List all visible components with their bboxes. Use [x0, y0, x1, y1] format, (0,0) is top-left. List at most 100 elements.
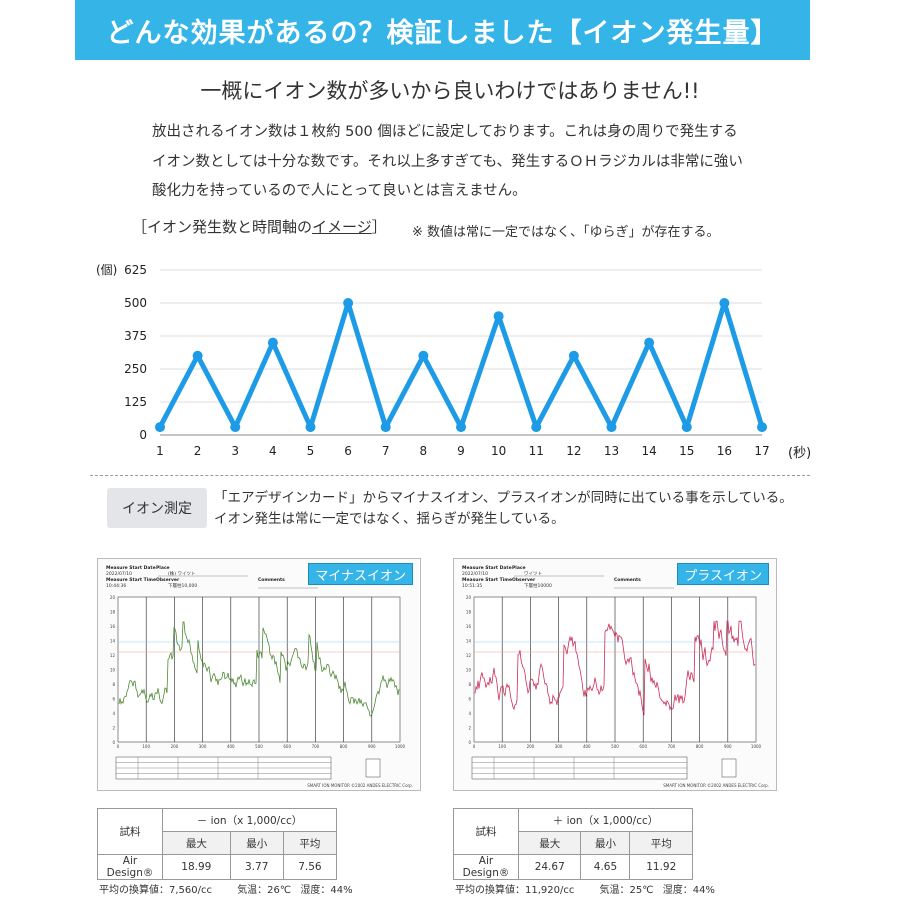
- measurement-line: イオン発生は常に一定ではなく、揺らぎが発生している。: [214, 511, 565, 527]
- report-header-value: 10:44:36: [106, 583, 126, 589]
- report-y-tick: 0: [468, 740, 471, 745]
- table-value-avg: 11.92: [629, 854, 693, 880]
- x-tick-label: 15: [679, 444, 694, 458]
- report-header-value: 10:51:35: [462, 583, 482, 589]
- table-row-label: 試料: [453, 808, 519, 855]
- caption-close: ］: [371, 218, 387, 236]
- plus-ion-report: Measure Start Date Place Measure Start Tim…: [453, 558, 777, 791]
- report-label: プラスイオン: [677, 563, 769, 585]
- report-trace: [474, 620, 756, 716]
- report-x-tick: 800: [696, 744, 704, 749]
- y-tick-label: 375: [124, 329, 147, 343]
- x-tick-label: 11: [529, 444, 544, 458]
- table-col-min: 最小: [580, 831, 631, 855]
- x-tick-label: 1: [156, 444, 164, 458]
- report-y-tick: 12: [466, 653, 472, 658]
- data-point: [305, 422, 316, 433]
- footnote-avg: 平均の換算値：7,560/cc: [99, 885, 212, 896]
- report-y-tick: 16: [110, 624, 116, 629]
- data-point: [493, 311, 504, 322]
- data-point: [568, 350, 579, 361]
- report-y-tick: 0: [112, 740, 115, 745]
- measurement-tag: イオン測定: [107, 488, 207, 528]
- series-line: [157, 300, 765, 430]
- x-tick-label: 5: [307, 444, 315, 458]
- chart-note: ※ 数値は常に一定ではなく、「ゆらぎ」が存在する。: [412, 225, 720, 240]
- caption-open: ［イオン発生数と時間軸の: [132, 218, 313, 236]
- table-value-avg: 7.56: [282, 854, 338, 880]
- measurement-line: 「エアデザインカード」からマイナスイオン、プラスイオンが同時に出ている事を示して…: [214, 490, 793, 506]
- table-col-max: 最大: [517, 831, 582, 855]
- page-subheading: 一概にイオン数が多いから良いわけではありません!!: [200, 79, 700, 103]
- table-sample: Air Design®: [97, 854, 163, 880]
- data-point: [155, 422, 165, 433]
- y-tick-label: 625: [124, 263, 147, 277]
- report-header-value: 2022/07/10: [462, 571, 488, 577]
- description-line: イオン数としては十分な数です。それ以上多すぎても、発生するＯＨラジカルは非常に強…: [152, 153, 743, 170]
- description-paragraph: 放出されるイオン数は１枚約 500 個ほどに設定しております。これは身の周りで発…: [152, 118, 812, 207]
- footnote-temp: 気温：25℃: [599, 885, 654, 896]
- plus-ion-footnote: 平均の換算値：11,920/cc 気温：25℃ 湿度：44%: [455, 881, 715, 896]
- report-footer: SMART ION MONITOR ©2002 ANDES ELECTRIC C…: [663, 783, 769, 788]
- data-point: [606, 422, 617, 433]
- report-x-tick: 100: [498, 744, 506, 749]
- report-trace: [118, 621, 400, 717]
- report-y-tick: 16: [466, 624, 472, 629]
- table-value-min: 4.65: [580, 854, 631, 880]
- report-x-tick: 1000: [751, 744, 762, 749]
- data-point: [531, 422, 542, 433]
- chart-caption: ［イオン発生数と時間軸のイメージ］: [132, 216, 387, 237]
- banner-title: どんな効果があるの？検証しました【イオン発生量】: [106, 17, 779, 49]
- data-point: [418, 350, 429, 361]
- x-tick-label: 17: [754, 444, 769, 458]
- report-x-tick: 800: [340, 744, 348, 749]
- plus-ion-stats-table: 試料 ＋ ion（x 1,000/cc） 最大 最小 平均 Air Design…: [453, 808, 693, 880]
- table-group-header: － ion（x 1,000/cc）: [162, 808, 337, 832]
- y-tick-label: 0: [139, 428, 147, 442]
- report-header-value: 下層柱10,000: [168, 582, 197, 589]
- table-value-min: 3.77: [229, 854, 284, 880]
- page-banner: どんな効果があるの？検証しました【イオン発生量】: [75, 0, 810, 60]
- table-col-avg: 平均: [282, 831, 338, 855]
- y-tick-label: 125: [124, 395, 147, 409]
- data-point: [644, 337, 655, 348]
- description-line: 放出されるイオン数は１枚約 500 個ほどに設定しております。これは身の周りで発…: [152, 124, 738, 140]
- section-divider: [90, 475, 810, 476]
- x-tick-label: 12: [566, 444, 581, 458]
- report-x-tick: 600: [639, 744, 647, 749]
- report-x-tick: 1000: [395, 744, 406, 749]
- report-header-field: Comments: [258, 577, 285, 583]
- y-axis-unit: (個): [96, 263, 117, 277]
- data-point: [192, 350, 203, 361]
- report-x-tick: 400: [583, 744, 591, 749]
- report-header-value: 2022/07/10: [106, 571, 132, 577]
- data-point: [230, 422, 241, 433]
- table-value-max: 24.67: [517, 854, 582, 880]
- report-x-tick: 0: [473, 744, 476, 749]
- report-y-tick: 20: [110, 595, 116, 600]
- report-x-tick: 900: [368, 744, 376, 749]
- report-x-tick: 0: [117, 744, 120, 749]
- report-header-field: Observer: [512, 577, 536, 583]
- x-tick-label: 13: [604, 444, 619, 458]
- report-header-field: Place: [512, 565, 526, 571]
- footnote-avg: 平均の換算値：11,920/cc: [455, 885, 575, 896]
- caption-underlined: イメージ: [312, 218, 372, 236]
- x-tick-label: 4: [269, 444, 277, 458]
- data-point: [719, 298, 730, 308]
- report-legend-box: [365, 758, 381, 778]
- report-y-tick: 14: [110, 639, 116, 644]
- report-label: マイナスイオン: [308, 563, 413, 585]
- measurement-description: 「エアデザインカード」からマイナスイオン、プラスイオンが同時に出ている事を示して…: [214, 488, 793, 530]
- report-footer: SMART ION MONITOR ©2002 ANDES ELECTRIC C…: [307, 783, 413, 788]
- y-tick-label: 250: [124, 362, 147, 376]
- report-x-tick: 700: [312, 744, 320, 749]
- x-tick-label: 10: [491, 444, 506, 458]
- table-col-min: 最小: [229, 831, 284, 855]
- data-point: [380, 422, 391, 433]
- report-y-tick: 8: [112, 682, 115, 687]
- report-x-tick: 400: [227, 744, 235, 749]
- report-y-tick: 4: [112, 711, 115, 716]
- report-x-tick: 700: [668, 744, 676, 749]
